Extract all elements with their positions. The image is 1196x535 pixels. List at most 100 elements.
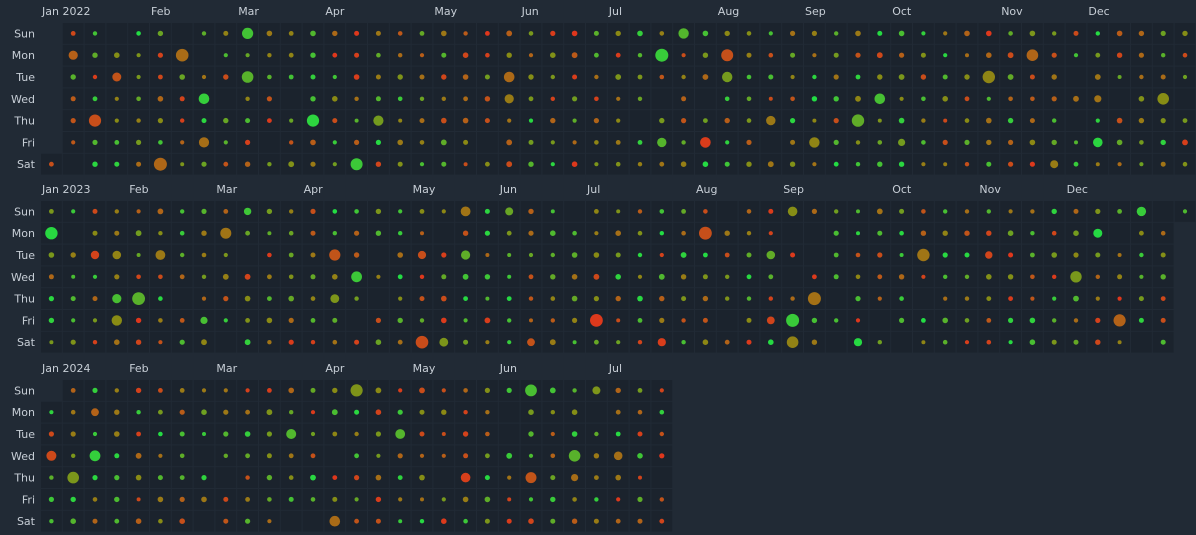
day-dot [332, 317, 338, 323]
day-dot [1095, 296, 1100, 301]
day-dot [1093, 228, 1103, 238]
day-dot [267, 118, 272, 123]
day-dot [898, 30, 905, 37]
day-dot [898, 161, 905, 167]
day-dot [136, 209, 141, 214]
day-dot [462, 117, 469, 124]
day-dot [92, 340, 98, 345]
day-dot [528, 31, 534, 36]
day-dot [550, 30, 556, 36]
day-label-thu-2023: Thu [13, 293, 35, 306]
day-dot [616, 318, 621, 323]
day-dot [310, 96, 316, 102]
day-dot [398, 231, 403, 236]
day-dot [964, 139, 970, 145]
day-dot [637, 518, 643, 524]
day-dot [354, 339, 360, 345]
day-dot [768, 52, 774, 58]
day-dot [594, 209, 599, 214]
day-dot [528, 96, 534, 102]
day-dot [703, 252, 708, 258]
day-dot [375, 387, 382, 394]
day-dot [92, 208, 98, 214]
day-dot [1073, 339, 1079, 345]
day-dot [332, 431, 338, 437]
day-dot [332, 496, 338, 502]
day-dot [833, 230, 839, 236]
day-dot [550, 140, 555, 145]
day-dot [746, 96, 752, 102]
day-dot [722, 71, 733, 83]
day-dot [71, 453, 76, 458]
day-dot [768, 31, 773, 36]
day-dot [485, 410, 490, 415]
day-cell [651, 467, 673, 488]
month-label-2022-2: Feb [151, 5, 170, 18]
day-dot [485, 431, 490, 437]
day-dot [71, 318, 76, 323]
day-dot [528, 74, 534, 80]
day-dot [790, 30, 796, 36]
day-dot [441, 74, 447, 80]
day-dot [964, 74, 970, 80]
day-dot [1007, 230, 1014, 236]
day-dot [91, 408, 99, 417]
day-dot [964, 209, 970, 214]
day-dot [594, 339, 599, 345]
day-dot [833, 139, 839, 145]
day-dot [528, 296, 534, 301]
day-dot [1117, 296, 1122, 301]
day-dot [702, 52, 709, 58]
day-dot [1007, 117, 1014, 124]
day-dot [484, 96, 491, 102]
day-dot [266, 96, 272, 102]
day-dot [942, 139, 948, 145]
day-dot [746, 209, 752, 214]
day-dot [1093, 137, 1103, 148]
day-dot [702, 339, 709, 346]
month-label-2022-4: Apr [325, 5, 345, 18]
day-dot [136, 274, 141, 280]
day-dot [572, 497, 577, 502]
day-dot [528, 431, 534, 437]
day-dot [789, 161, 796, 167]
day-dot [986, 30, 992, 37]
day-dot [48, 431, 55, 437]
day-dot [768, 74, 774, 80]
day-dot [964, 118, 970, 123]
day-dot [1117, 209, 1122, 214]
day-dot [1160, 230, 1166, 236]
day-dot [288, 31, 294, 36]
day-dot [637, 431, 643, 437]
day-dot [179, 475, 185, 480]
day-cell [1109, 222, 1130, 244]
day-dot [201, 118, 207, 124]
day-dot [568, 450, 581, 462]
day-dot [332, 96, 338, 102]
day-dot [851, 114, 865, 127]
day-dot [415, 335, 429, 349]
day-dot [1136, 206, 1147, 217]
day-dot [245, 96, 250, 102]
day-dot [1007, 52, 1014, 59]
day-dot [484, 496, 491, 503]
day-dot [986, 296, 992, 301]
day-dot [593, 273, 600, 280]
day-dot [1008, 161, 1014, 167]
day-dot [136, 410, 141, 415]
day-dot [310, 30, 316, 37]
day-dot [179, 409, 185, 415]
day-dot [507, 118, 512, 123]
day-dot [681, 318, 686, 323]
day-dot [484, 208, 490, 214]
day-dot [550, 52, 556, 58]
day-cell [259, 132, 280, 153]
day-dot [965, 53, 969, 58]
day-dot [1073, 208, 1079, 214]
day-dot [373, 115, 384, 126]
day-dot [376, 52, 381, 58]
day-dot [201, 31, 207, 36]
day-dot [615, 295, 621, 302]
day-dot [659, 409, 665, 415]
day-dot [768, 339, 774, 346]
